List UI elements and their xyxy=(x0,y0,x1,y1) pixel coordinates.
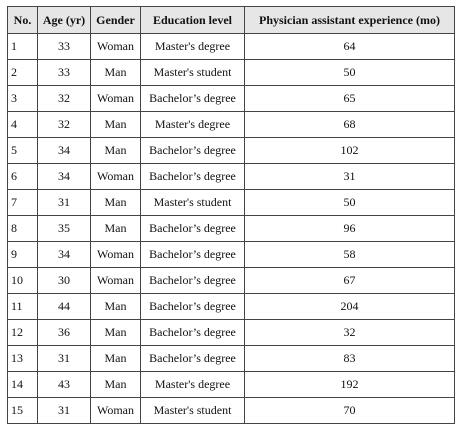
table-cell: 34 xyxy=(37,241,91,268)
table-row: 8 35 Man Bachelor’s degree 96 xyxy=(7,215,455,242)
table-cell: Master's degree xyxy=(140,371,245,398)
table-cell: Woman xyxy=(90,397,141,424)
column-header: Age (yr) xyxy=(37,6,91,34)
table-cell: Master's degree xyxy=(140,111,245,138)
table-cell: Bachelor’s degree xyxy=(140,163,245,190)
column-header: No. xyxy=(7,6,38,34)
table-row: 9 34 Woman Bachelor’s degree 58 xyxy=(7,241,455,268)
table-cell: 30 xyxy=(37,267,91,294)
table-cell: 96 xyxy=(244,215,455,242)
table-cell: Man xyxy=(90,137,141,164)
table-cell: Woman xyxy=(90,241,141,268)
table-cell: 31 xyxy=(37,397,91,424)
table-row: 7 31 Man Master's student 50 xyxy=(7,189,455,216)
table-cell: Woman xyxy=(90,163,141,190)
table-cell: 35 xyxy=(37,215,91,242)
table-cell: 9 xyxy=(7,241,38,268)
table-cell: 33 xyxy=(37,59,91,86)
table-cell: Man xyxy=(90,111,141,138)
table-cell: Man xyxy=(90,59,141,86)
table-cell: 204 xyxy=(244,293,455,320)
table-cell: 102 xyxy=(244,137,455,164)
table-cell: 192 xyxy=(244,371,455,398)
table-row: 13 31 Man Bachelor’s degree 83 xyxy=(7,345,455,372)
table-cell: 3 xyxy=(7,85,38,112)
column-header: Physician assistant experience (mo) xyxy=(244,6,455,34)
column-header: Gender xyxy=(90,6,141,34)
table-cell: 4 xyxy=(7,111,38,138)
table-cell: Woman xyxy=(90,33,141,60)
table-cell: Master's student xyxy=(140,189,245,216)
table-row: 10 30 Woman Bachelor’s degree 67 xyxy=(7,267,455,294)
table-cell: Woman xyxy=(90,267,141,294)
table-row: 15 31 Woman Master's student 70 xyxy=(7,397,455,424)
table-cell: Bachelor’s degree xyxy=(140,215,245,242)
table-cell: 36 xyxy=(37,319,91,346)
table-cell: Bachelor’s degree xyxy=(140,319,245,346)
table-cell: Bachelor’s degree xyxy=(140,345,245,372)
table-cell: 1 xyxy=(7,33,38,60)
table-cell: 70 xyxy=(244,397,455,424)
table-cell: 31 xyxy=(37,189,91,216)
table-cell: Man xyxy=(90,345,141,372)
table-cell: 7 xyxy=(7,189,38,216)
table-cell: 5 xyxy=(7,137,38,164)
data-table: No. Age (yr) Gender Education level Physicia… xyxy=(7,6,455,424)
table-cell: 6 xyxy=(7,163,38,190)
table-row: 14 43 Man Master's degree 192 xyxy=(7,371,455,398)
table-cell: 10 xyxy=(7,267,38,294)
table-cell: 15 xyxy=(7,397,38,424)
table-cell: 50 xyxy=(244,59,455,86)
table-cell: Man xyxy=(90,189,141,216)
table-cell: Bachelor’s degree xyxy=(140,85,245,112)
table-cell: 11 xyxy=(7,293,38,320)
table-cell: 2 xyxy=(7,59,38,86)
table-body: 1 33 Woman Master's degree 64 2 33 Man Master's … xyxy=(7,33,455,424)
table-cell: Man xyxy=(90,215,141,242)
table-cell: Master's student xyxy=(140,59,245,86)
table-cell: 68 xyxy=(244,111,455,138)
table-row: 1 33 Woman Master's degree 64 xyxy=(7,33,455,60)
table-cell: 64 xyxy=(244,33,455,60)
table-cell: 13 xyxy=(7,345,38,372)
table-cell: Master's student xyxy=(140,397,245,424)
table-cell: 31 xyxy=(37,345,91,372)
table-cell: Man xyxy=(90,293,141,320)
table-cell: Man xyxy=(90,371,141,398)
table-cell: Bachelor’s degree xyxy=(140,293,245,320)
table-row: 4 32 Man Master's degree 68 xyxy=(7,111,455,138)
table-cell: 8 xyxy=(7,215,38,242)
table-cell: 12 xyxy=(7,319,38,346)
table-cell: 58 xyxy=(244,241,455,268)
table-cell: Bachelor’s degree xyxy=(140,267,245,294)
table-cell: 44 xyxy=(37,293,91,320)
table-row: 6 34 Woman Bachelor’s degree 31 xyxy=(7,163,455,190)
table-cell: 31 xyxy=(244,163,455,190)
table-cell: 32 xyxy=(37,85,91,112)
table-cell: 14 xyxy=(7,371,38,398)
table-cell: 50 xyxy=(244,189,455,216)
table-row: 11 44 Man Bachelor’s degree 204 xyxy=(7,293,455,320)
table-row: 12 36 Man Bachelor’s degree 32 xyxy=(7,319,455,346)
header-row: No. Age (yr) Gender Education level Physicia… xyxy=(7,6,455,34)
table-cell: Woman xyxy=(90,85,141,112)
table-cell: Bachelor’s degree xyxy=(140,137,245,164)
table-row: 2 33 Man Master's student 50 xyxy=(7,59,455,86)
table-cell: Man xyxy=(90,319,141,346)
table-cell: 34 xyxy=(37,137,91,164)
column-header: Education level xyxy=(140,6,245,34)
table-cell: 67 xyxy=(244,267,455,294)
table-cell: 34 xyxy=(37,163,91,190)
table-cell: 43 xyxy=(37,371,91,398)
table-cell: 83 xyxy=(244,345,455,372)
table-cell: Master's degree xyxy=(140,33,245,60)
table-row: 5 34 Man Bachelor’s degree 102 xyxy=(7,137,455,164)
table-cell: 33 xyxy=(37,33,91,60)
table-cell: 32 xyxy=(37,111,91,138)
table-cell: 32 xyxy=(244,319,455,346)
table-cell: Bachelor’s degree xyxy=(140,241,245,268)
table-row: 3 32 Woman Bachelor’s degree 65 xyxy=(7,85,455,112)
table-cell: 65 xyxy=(244,85,455,112)
